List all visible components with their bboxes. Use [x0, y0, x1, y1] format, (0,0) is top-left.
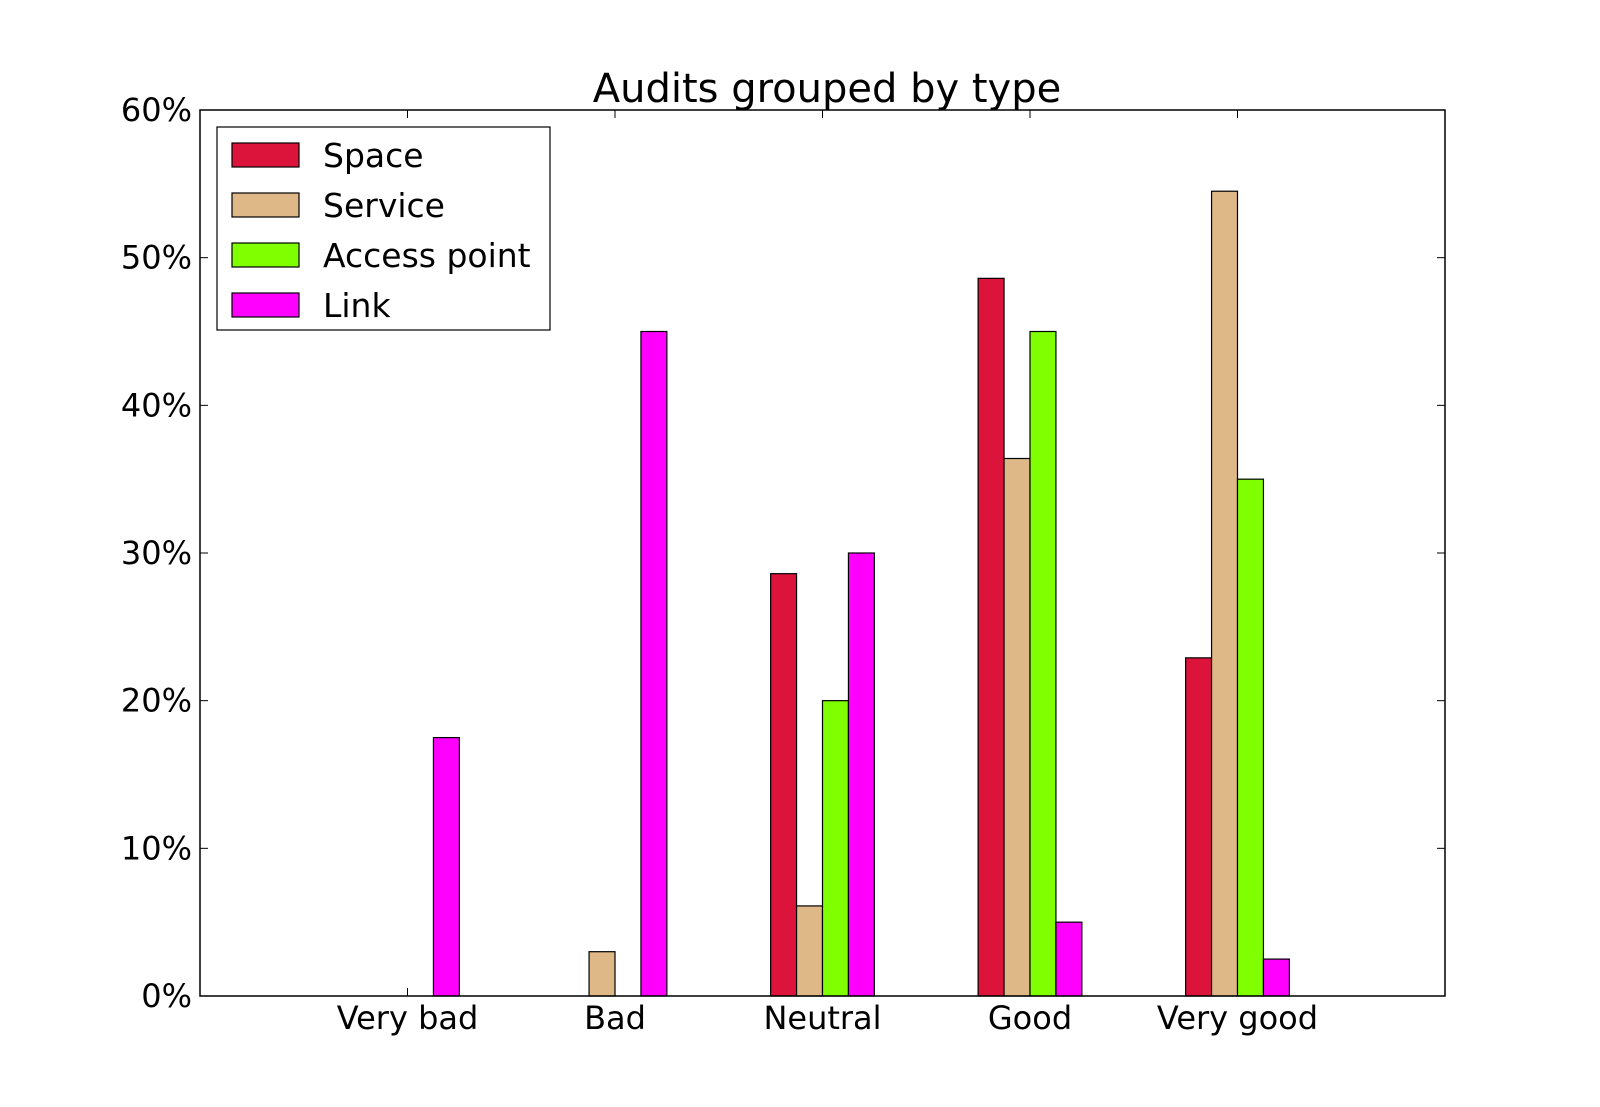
legend-swatch-service — [231, 192, 300, 218]
legend-label-space: Space — [323, 136, 424, 175]
legend-label-service: Service — [323, 186, 445, 225]
bar-link-good — [1055, 921, 1083, 997]
bar-link-very-good — [1262, 958, 1290, 997]
bar-access-point-good — [1029, 330, 1057, 997]
y-tick-label: 40% — [121, 386, 192, 424]
bars-layer — [432, 190, 1290, 997]
bar-service-good — [1003, 457, 1031, 997]
x-tick-label: Good — [988, 999, 1072, 1037]
y-tick-label: 20% — [121, 682, 192, 720]
y-tick-label: 10% — [121, 829, 192, 867]
bar-access-point-neutral — [821, 700, 850, 997]
legend-swatch-access-point — [231, 242, 300, 268]
bar-service-very-good — [1210, 190, 1239, 997]
legend-swatch-link — [231, 292, 300, 318]
bar-space-neutral — [770, 573, 798, 997]
x-tick-label: Very good — [1157, 999, 1318, 1037]
bar-link-bad — [640, 330, 668, 997]
y-axis-tick-labels: 0% 10% 20% 30% 40% 50% 60% — [121, 91, 192, 1015]
ticks-layer — [200, 109, 1445, 997]
x-tick-label: Very bad — [337, 999, 479, 1037]
legend: Space Service Access point Link — [216, 126, 551, 331]
bar-link-neutral — [847, 552, 875, 997]
x-axis-tick-labels: Very bad Bad Neutral Good Very good — [337, 999, 1318, 1037]
legend-swatch-space — [231, 142, 300, 168]
legend-label-link: Link — [323, 286, 391, 325]
y-tick-label: 50% — [121, 239, 192, 277]
y-tick-label: 30% — [121, 534, 192, 572]
bar-link-very-bad — [432, 736, 460, 997]
chart-title: Audits grouped by type — [593, 66, 1061, 112]
y-tick-label: 60% — [121, 91, 192, 129]
bar-space-very-good — [1185, 657, 1213, 997]
bar-access-point-very-good — [1236, 478, 1265, 997]
bar-service-bad — [588, 951, 616, 997]
y-tick-label: 0% — [141, 977, 192, 1015]
x-tick-label: Neutral — [763, 999, 881, 1037]
bar-service-neutral — [795, 905, 824, 997]
legend-label-access-point: Access point — [323, 236, 531, 275]
x-tick-label: Bad — [584, 999, 646, 1037]
bar-space-good — [977, 277, 1005, 997]
